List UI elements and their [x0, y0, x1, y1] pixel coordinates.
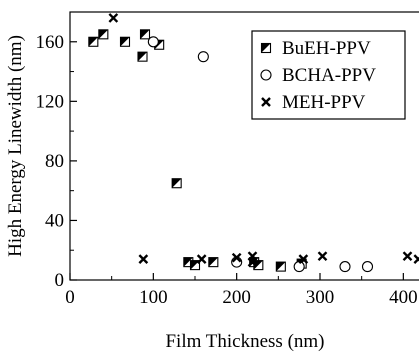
point-meh-ppv — [108, 13, 119, 23]
y-axis-label: High Energy Linewidth (nm) — [5, 35, 26, 257]
y-tick-label: 80 — [45, 151, 64, 172]
point-bueh-ppv — [137, 51, 148, 62]
point-meh-ppv — [298, 254, 309, 265]
y-tick-label: 120 — [36, 91, 65, 112]
point-meh-ppv — [196, 254, 207, 265]
legend-box — [251, 30, 406, 120]
point-bcha-ppv — [293, 261, 305, 273]
legend: BuEH-PPV BCHA-PPV MEH-PPV — [251, 30, 406, 120]
point-bueh-ppv — [171, 178, 182, 189]
legend-label-bueh-ppv: BuEH-PPV — [282, 38, 371, 59]
y-tick-label: 160 — [36, 32, 65, 53]
x-tick-label: 200 — [222, 287, 251, 308]
x-tick-label: 300 — [306, 287, 335, 308]
point-bcha-ppv — [197, 51, 209, 63]
plot-frame — [69, 11, 419, 281]
x-tick-label: 100 — [139, 287, 168, 308]
point-bcha-ppv — [361, 261, 374, 273]
y-tick-label: 0 — [55, 270, 65, 291]
point-meh-ppv — [247, 257, 258, 267]
point-bueh-ppv — [208, 257, 219, 268]
legend-label-meh-ppv: MEH-PPV — [282, 92, 366, 113]
point-meh-ppv — [402, 251, 413, 262]
point-bueh-ppv — [98, 29, 109, 40]
point-bueh-ppv — [189, 260, 201, 271]
point-bueh-ppv — [139, 29, 151, 40]
legend-marker-bcha-ppv — [260, 69, 272, 81]
x-tick-label: 400 — [389, 287, 418, 308]
x-axis-label: Film Thickness (nm) — [165, 331, 324, 352]
point-meh-ppv — [138, 254, 149, 265]
point-bueh-ppv — [88, 36, 99, 47]
point-bueh-ppv — [275, 261, 286, 272]
point-meh-ppv — [413, 254, 419, 265]
legend-marker-bueh-ppv — [260, 42, 272, 54]
point-meh-ppv — [317, 251, 328, 262]
point-meh-ppv — [231, 252, 242, 263]
x-tick-label: 0 — [65, 287, 75, 308]
point-bcha-ppv — [339, 261, 351, 273]
point-bcha-ppv — [147, 36, 159, 48]
point-bueh-ppv — [119, 36, 131, 47]
legend-marker-meh-ppv — [261, 97, 271, 107]
y-tick-label: 40 — [45, 210, 64, 231]
legend-label-bcha-ppv: BCHA-PPV — [282, 65, 376, 86]
